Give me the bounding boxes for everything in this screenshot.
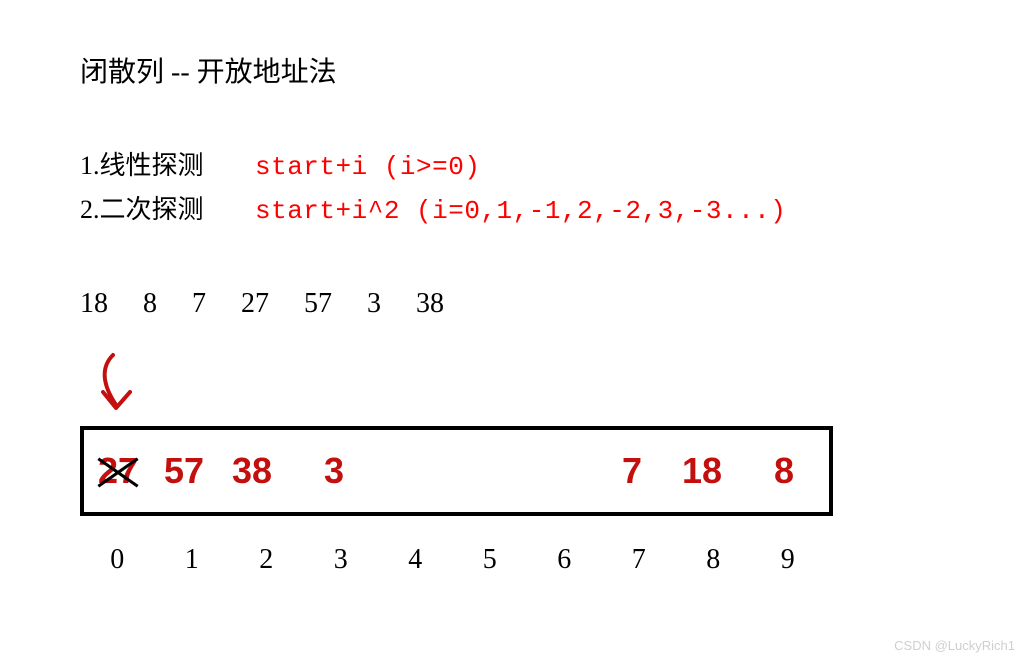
hash-cell-value: 57 (164, 450, 204, 492)
index-cell: 3 (304, 544, 379, 576)
index-cell: 5 (453, 544, 528, 576)
method-row-linear: 1.线性探测 start+i (i>=0) (80, 145, 960, 189)
hash-cell-value: 38 (232, 450, 272, 492)
input-number: 38 (416, 288, 444, 320)
input-number: 57 (304, 288, 332, 320)
method-label: 2.二次探测 (80, 189, 255, 232)
index-row: 0 1 2 3 4 5 6 7 8 9 (80, 544, 825, 576)
hash-cell-value: 3 (324, 450, 344, 492)
hash-cell-value: 18 (682, 450, 722, 492)
input-number: 27 (241, 288, 269, 320)
index-cell: 1 (155, 544, 230, 576)
method-row-quadratic: 2.二次探测 start+i^2 (i=0,1,-1,2,-2,3,-3...) (80, 189, 960, 233)
input-number: 8 (143, 288, 157, 320)
diagram-content: 闭散列 -- 开放地址法 1.线性探测 start+i (i>=0) 2.二次探… (80, 50, 960, 576)
index-cell: 4 (378, 544, 453, 576)
hash-table-box: 27 57 38 3 7 18 8 (80, 426, 833, 516)
hash-cell-value: 27 (98, 450, 138, 492)
input-number: 18 (80, 288, 108, 320)
watermark-text: CSDN @LuckyRich1 (894, 638, 1015, 653)
input-numbers-row: 18 8 7 27 57 3 38 (80, 288, 960, 320)
methods-list: 1.线性探测 start+i (i>=0) 2.二次探测 start+i^2 (… (80, 145, 960, 233)
method-formula: start+i (i>=0) (255, 146, 480, 189)
arrow-area (80, 350, 960, 420)
page-title: 闭散列 -- 开放地址法 (80, 50, 960, 90)
index-cell: 7 (602, 544, 677, 576)
arrow-down-icon (88, 350, 148, 415)
hash-cell-value: 7 (622, 450, 642, 492)
index-cell: 8 (676, 544, 751, 576)
input-number: 7 (192, 288, 206, 320)
input-number: 3 (367, 288, 381, 320)
index-cell: 2 (229, 544, 304, 576)
index-cell: 0 (80, 544, 155, 576)
method-label: 1.线性探测 (80, 145, 255, 188)
hash-cell-value: 8 (774, 450, 794, 492)
index-cell: 9 (751, 544, 826, 576)
method-formula: start+i^2 (i=0,1,-1,2,-2,3,-3...) (255, 190, 786, 233)
index-cell: 6 (527, 544, 602, 576)
